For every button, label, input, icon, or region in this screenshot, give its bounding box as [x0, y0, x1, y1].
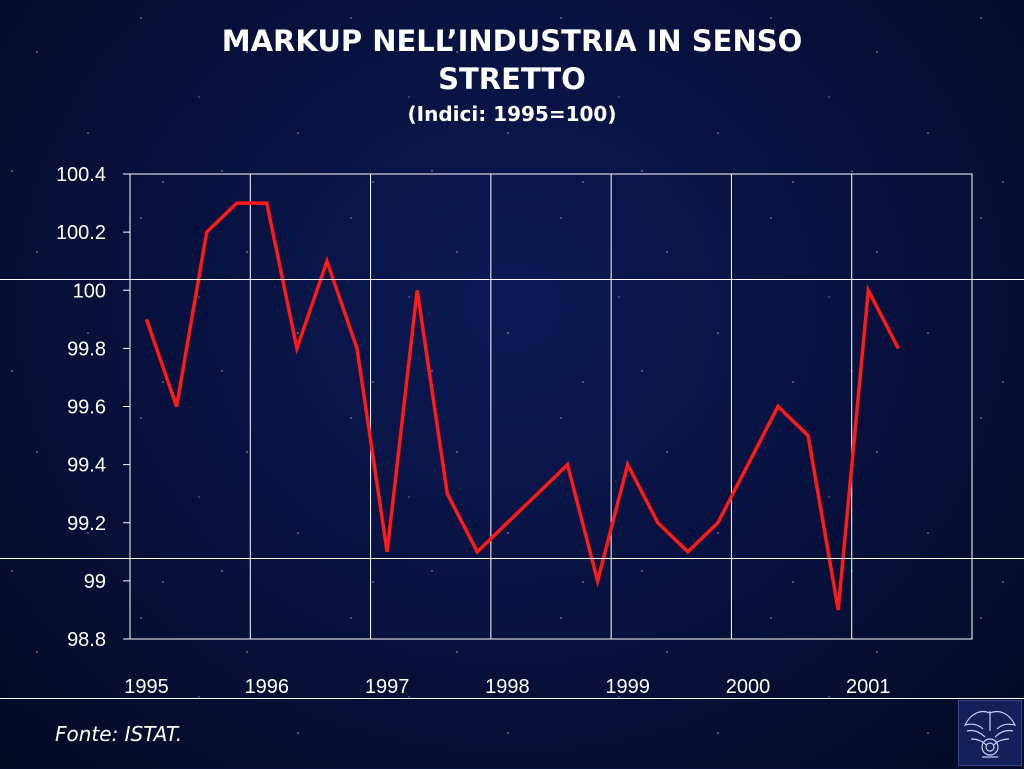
x-tick-label: 1995 — [124, 676, 169, 698]
y-tick-label: 98.8 — [67, 629, 106, 651]
y-tick-label: 99.6 — [67, 397, 106, 419]
y-tick-label: 99.2 — [67, 513, 106, 535]
plot-area-frame — [130, 174, 972, 639]
organization-logo — [958, 700, 1022, 766]
divider-line-bottom — [0, 698, 1024, 699]
divider-line-mid — [0, 558, 1024, 559]
x-tick-label: 2000 — [726, 676, 771, 698]
source-note: Fonte: ISTAT. — [55, 722, 182, 746]
x-tick-label: 1996 — [245, 676, 290, 698]
divider-line-top — [0, 279, 1024, 280]
eagle-emblem-icon — [959, 701, 1021, 765]
x-tick-label: 1997 — [365, 676, 410, 698]
y-tick-label: 100 — [73, 280, 106, 302]
y-tick-label: 100.2 — [56, 222, 106, 244]
x-tick-label: 1999 — [605, 676, 650, 698]
y-tick-label: 100.4 — [56, 164, 106, 186]
y-tick-label: 99.8 — [67, 338, 106, 360]
x-tick-label: 1998 — [485, 676, 530, 698]
y-tick-label: 99 — [84, 571, 106, 593]
series-line — [147, 203, 899, 610]
x-tick-label: 2001 — [846, 676, 891, 698]
y-tick-label: 99.4 — [67, 455, 106, 477]
